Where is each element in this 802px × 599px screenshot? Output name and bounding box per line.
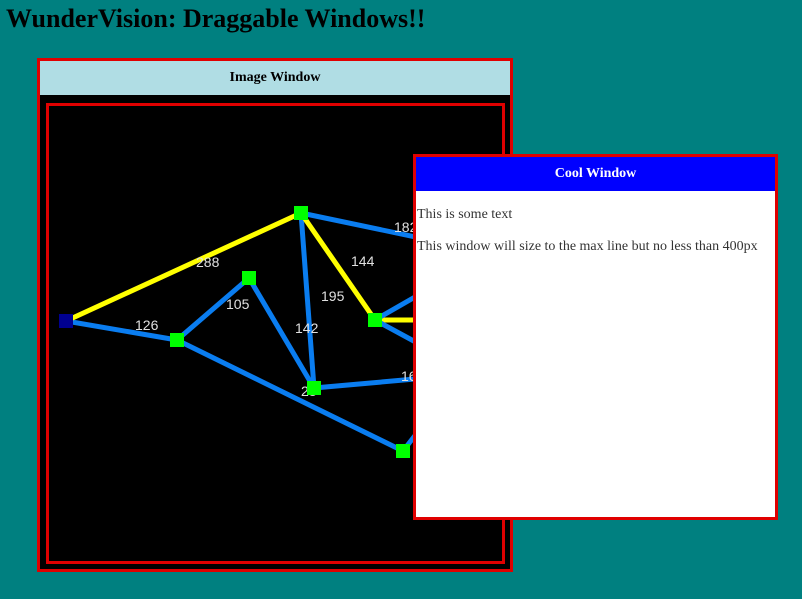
cool-window-body: This is some text This window will size … bbox=[416, 207, 775, 255]
graph-edge bbox=[298, 210, 378, 323]
edge-weight-label: 126 bbox=[135, 317, 159, 333]
edge-weight-label: 142 bbox=[295, 320, 319, 336]
graph-edge bbox=[63, 318, 180, 343]
graph-node bbox=[307, 381, 321, 395]
cool-window-titlebar[interactable]: Cool Window bbox=[416, 157, 775, 191]
image-window-titlebar[interactable]: Image Window bbox=[40, 61, 510, 95]
graph-node bbox=[368, 313, 382, 327]
graph-edge bbox=[174, 275, 252, 343]
graph-edge bbox=[63, 210, 304, 324]
graph-node bbox=[396, 444, 410, 458]
edge-weight-label: 144 bbox=[351, 253, 375, 269]
graph-edge bbox=[174, 337, 406, 454]
cool-window[interactable]: Cool Window This is some text This windo… bbox=[413, 154, 778, 520]
graph-start-node bbox=[59, 314, 73, 328]
graph-node bbox=[294, 206, 308, 220]
cool-window-text-line-2: This window will size to the max line bu… bbox=[417, 239, 758, 254]
graph-node bbox=[170, 333, 184, 347]
graph-node bbox=[242, 271, 256, 285]
edge-weight-label: 182 bbox=[394, 219, 418, 235]
cool-window-text-line-1: This is some text bbox=[417, 207, 513, 222]
edge-weight-label: 105 bbox=[226, 296, 250, 312]
page-title: WunderVision: Draggable Windows!! bbox=[6, 4, 426, 33]
edge-weight-label: 288 bbox=[196, 254, 220, 270]
graph-edge bbox=[246, 275, 317, 391]
edge-weight-label: 195 bbox=[321, 288, 345, 304]
graph-edge bbox=[298, 210, 317, 391]
